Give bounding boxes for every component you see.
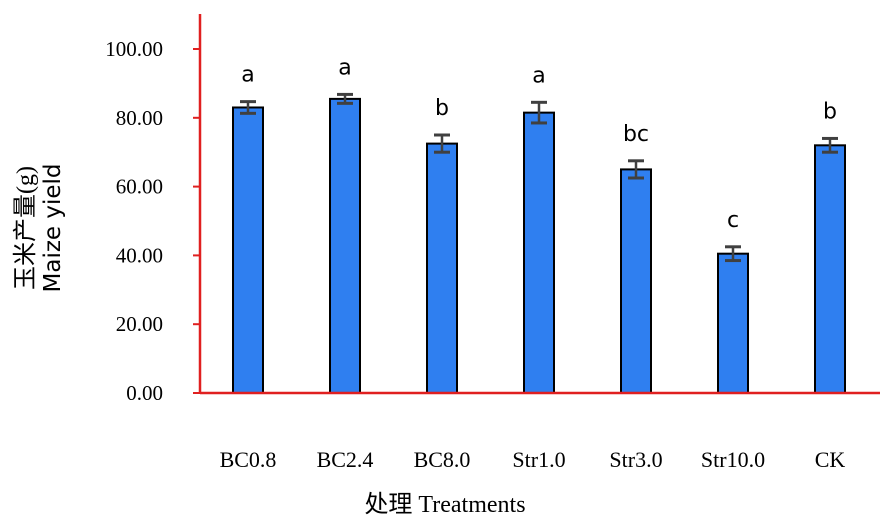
x-category-label: Str3.0 <box>609 447 662 472</box>
bar-bc2-4 <box>329 97 361 394</box>
y-tick-label: 20.00 <box>116 312 163 336</box>
error-bars-group <box>240 92 838 263</box>
x-category-label: BC0.8 <box>220 447 277 472</box>
x-category-labels-group: BC0.8 BC2.4 BC8.0 Str1.0 Str3.0 Str10.0 CK <box>220 447 846 472</box>
bar-bc8-0 <box>426 142 458 394</box>
y-tick-label: 80.00 <box>116 106 163 130</box>
significance-label: b <box>435 96 449 121</box>
x-category-label: BC8.0 <box>414 447 471 472</box>
bar-str10-0 <box>717 252 749 394</box>
bar-str3-0 <box>620 168 652 394</box>
axes-group <box>193 14 880 395</box>
y-tick-label: 40.00 <box>116 243 163 267</box>
x-axis-title: 处理 Treatments <box>364 491 525 518</box>
bars-group <box>232 97 846 394</box>
significance-label: a <box>338 55 351 80</box>
x-category-label: CK <box>815 447 846 472</box>
y-axis-title-chinese: 玉米产量(g) <box>12 166 39 290</box>
significance-label: c <box>727 208 739 233</box>
significance-label: a <box>241 63 254 88</box>
y-tick-label: 100.00 <box>105 37 163 61</box>
bar-bc0-8 <box>232 106 264 394</box>
x-category-label: BC2.4 <box>317 447 374 472</box>
y-tick-labels-group: 0.00 20.00 40.00 60.00 80.00 100.00 <box>105 37 163 405</box>
significance-label: a <box>532 63 545 88</box>
x-category-label: Str10.0 <box>701 447 765 472</box>
y-axis-title-english: Maize yield <box>40 163 66 292</box>
y-tick-label: 0.00 <box>126 381 163 405</box>
bar-ck <box>814 144 846 394</box>
significance-label: b <box>823 99 837 124</box>
significance-labels-group: a a b a bc c b <box>241 55 837 232</box>
y-tick-label: 60.00 <box>116 175 163 199</box>
bar-str1-0 <box>523 111 555 394</box>
x-category-label: Str1.0 <box>512 447 565 472</box>
significance-label: bc <box>623 122 649 147</box>
